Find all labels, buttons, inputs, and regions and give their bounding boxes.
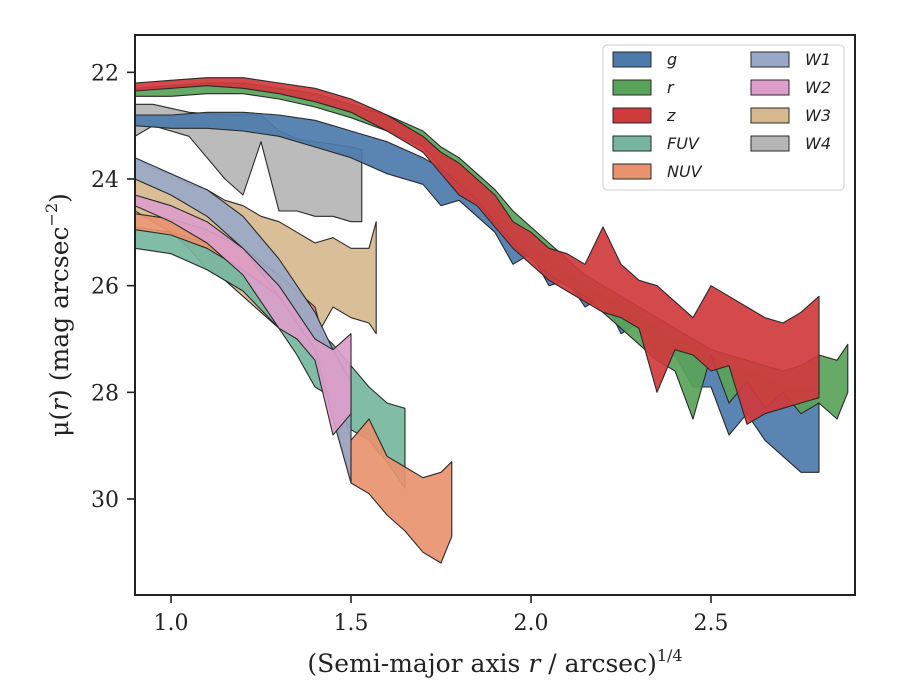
legend-label-z: z	[666, 106, 676, 125]
x-axis-title: (Semi-major axis r / arcsec)1/4	[307, 646, 682, 678]
legend-label-r: r	[667, 78, 675, 97]
legend-swatch-w3	[750, 107, 790, 124]
band-z	[135, 77, 820, 425]
x-tick-label: 1.0	[154, 611, 189, 636]
x-tick-label: 1.5	[334, 611, 369, 636]
y-tick-label: 28	[91, 381, 119, 406]
x-axis-ticks: 1.0 1.5 2.0 2.5	[154, 595, 729, 636]
legend-label-w3: W3	[805, 106, 831, 125]
y-axis-ticks: 22 24 26 28 30	[91, 61, 135, 513]
legend-swatch-w4	[750, 135, 790, 152]
legend-label-fuv: FUV	[667, 134, 700, 153]
legend: grz FUV NUV W1 W2 W3 W4	[602, 44, 845, 191]
legend-swatch-z	[612, 107, 652, 124]
legend-swatch-r	[612, 79, 652, 96]
legend-label-w4: W4	[805, 134, 831, 153]
x-tick-label: 2.0	[514, 611, 549, 636]
y-axis-title: μ(r) (mag arcsec−2)	[42, 193, 74, 437]
legend-label-w2: W2	[805, 78, 831, 97]
y-tick-label: 22	[91, 61, 119, 86]
band-w1	[135, 157, 352, 484]
series-bands	[135, 77, 849, 564]
x-tick-label: 2.5	[694, 611, 729, 636]
legend-swatch-g	[612, 51, 652, 68]
legend-label-nuv: NUV	[667, 162, 703, 181]
legend-label-w1: W1	[805, 50, 831, 69]
plot-frame	[134, 34, 856, 596]
legend-swatch-fuv	[612, 135, 652, 152]
legend-swatch-w2	[750, 79, 790, 96]
y-tick-label: 26	[91, 275, 119, 300]
legend-label-g: g	[667, 50, 677, 69]
legend-swatch-nuv	[612, 163, 652, 180]
legend-swatch-w1	[750, 51, 790, 68]
y-tick-label: 24	[91, 168, 119, 193]
band-w2	[135, 194, 352, 436]
y-tick-label: 30	[91, 488, 119, 513]
